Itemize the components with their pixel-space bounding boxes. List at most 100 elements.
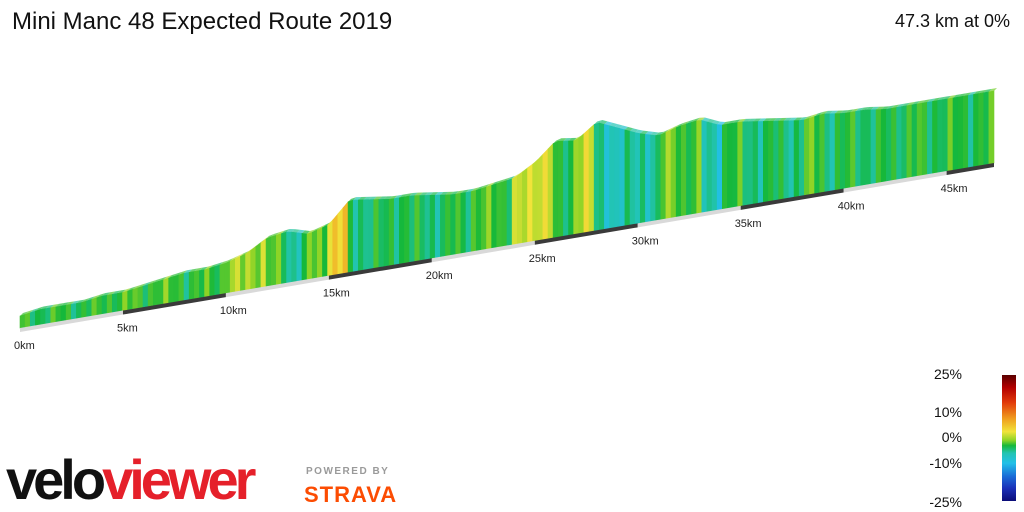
profile-segment-top — [491, 180, 500, 186]
profile-segment — [865, 109, 872, 186]
profile-segment-top — [947, 94, 956, 99]
profile-segment-top — [204, 265, 213, 270]
profile-segment-top — [102, 292, 111, 297]
profile-segment — [855, 110, 862, 187]
profile-segment — [732, 122, 738, 208]
profile-segment — [137, 285, 144, 309]
profile-segment-top — [747, 118, 757, 122]
profile-segment-top — [650, 131, 659, 136]
profile-segment — [486, 184, 492, 250]
profile-segment-top — [568, 137, 577, 141]
profile-segment — [193, 270, 200, 299]
profile-segment — [188, 271, 195, 300]
profile-segment-top — [983, 88, 992, 93]
profile-segment — [70, 303, 77, 320]
profile-segment — [142, 284, 149, 308]
profile-segment — [680, 123, 687, 217]
profile-segment — [701, 120, 708, 213]
profile-segment — [373, 199, 380, 269]
profile-segment-top — [378, 196, 387, 200]
profile-segment-top — [240, 251, 249, 257]
x-tick-label: 15km — [323, 288, 350, 300]
profile-segment-top — [742, 118, 751, 122]
profile-segment — [639, 133, 646, 224]
distance-base-band — [20, 163, 994, 332]
profile-segment — [839, 112, 846, 190]
profile-segment-top — [260, 235, 270, 243]
profile-segment — [306, 231, 313, 280]
profile-segment — [235, 255, 241, 292]
profile-segment — [916, 102, 923, 177]
logo-velo: velo — [6, 448, 106, 511]
profile-segment-top — [35, 306, 44, 312]
profile-segment — [968, 94, 974, 168]
profile-segment — [158, 279, 164, 305]
profile-segment — [511, 175, 518, 245]
profile-segment-top — [835, 110, 844, 114]
profile-segment — [419, 195, 426, 261]
profile-segment — [55, 305, 62, 323]
profile-segment-top — [353, 196, 362, 201]
profile-segment-top — [424, 192, 434, 196]
profile-segment-top — [609, 122, 618, 128]
gradient-color-scale — [1002, 375, 1016, 501]
profile-segment-top — [465, 188, 475, 193]
profile-segment-top — [794, 117, 803, 121]
profile-segment-top — [107, 291, 116, 296]
x-tick-label: 20km — [426, 270, 453, 282]
profile-segment — [906, 104, 913, 179]
profile-segment-top — [799, 116, 808, 121]
profile-segment — [378, 199, 385, 268]
profile-segment — [19, 313, 26, 329]
profile-segment-top — [701, 117, 710, 122]
profile-segment-top — [937, 96, 946, 101]
profile-segment — [860, 109, 867, 186]
profile-segment — [937, 99, 944, 173]
profile-segment-top — [840, 110, 849, 114]
profile-segment — [414, 195, 421, 262]
profile-segment — [291, 231, 298, 283]
profile-segment-top — [804, 115, 813, 120]
profile-segment — [675, 125, 682, 218]
profile-segment-top — [430, 192, 439, 196]
profile-segment — [317, 227, 323, 278]
profile-segment — [578, 133, 585, 234]
profile-segment-top — [865, 106, 874, 110]
profile-segment — [824, 113, 831, 193]
profile-segment — [429, 194, 436, 259]
profile-segment-top — [189, 268, 198, 273]
profile-segment — [470, 189, 477, 252]
profile-segment — [942, 98, 949, 173]
profile-segment-top — [963, 92, 972, 97]
profile-segment-top — [604, 121, 613, 126]
profile-segment-top — [368, 196, 377, 200]
profile-segment — [219, 262, 226, 295]
profile-segment-top — [383, 196, 393, 200]
profile-segment — [645, 133, 651, 223]
profile-segment-top — [722, 121, 731, 126]
profile-segment-top — [624, 126, 634, 132]
profile-segment — [475, 188, 482, 252]
profile-segment — [850, 111, 856, 188]
profile-segment — [183, 271, 190, 301]
profile-segment — [747, 121, 754, 206]
profile-segment-top — [855, 107, 864, 112]
profile-segment — [465, 191, 472, 253]
profile-segment-top — [296, 229, 305, 234]
profile-segment — [809, 116, 815, 195]
profile-segment-top — [901, 102, 910, 107]
profile-segment-top — [809, 113, 818, 119]
profile-segment — [311, 229, 318, 279]
profile-segment-top — [476, 185, 485, 191]
profile-segment-top — [312, 226, 321, 233]
profile-segment-top — [645, 131, 654, 135]
profile-segment-top — [558, 138, 567, 142]
profile-segment — [660, 131, 667, 220]
profile-segment — [947, 97, 954, 172]
profile-segment — [932, 100, 938, 174]
base-band-segment — [637, 205, 741, 228]
profile-segment-top — [30, 308, 39, 313]
profile-segment-top — [348, 197, 357, 202]
profile-segment — [229, 258, 236, 293]
